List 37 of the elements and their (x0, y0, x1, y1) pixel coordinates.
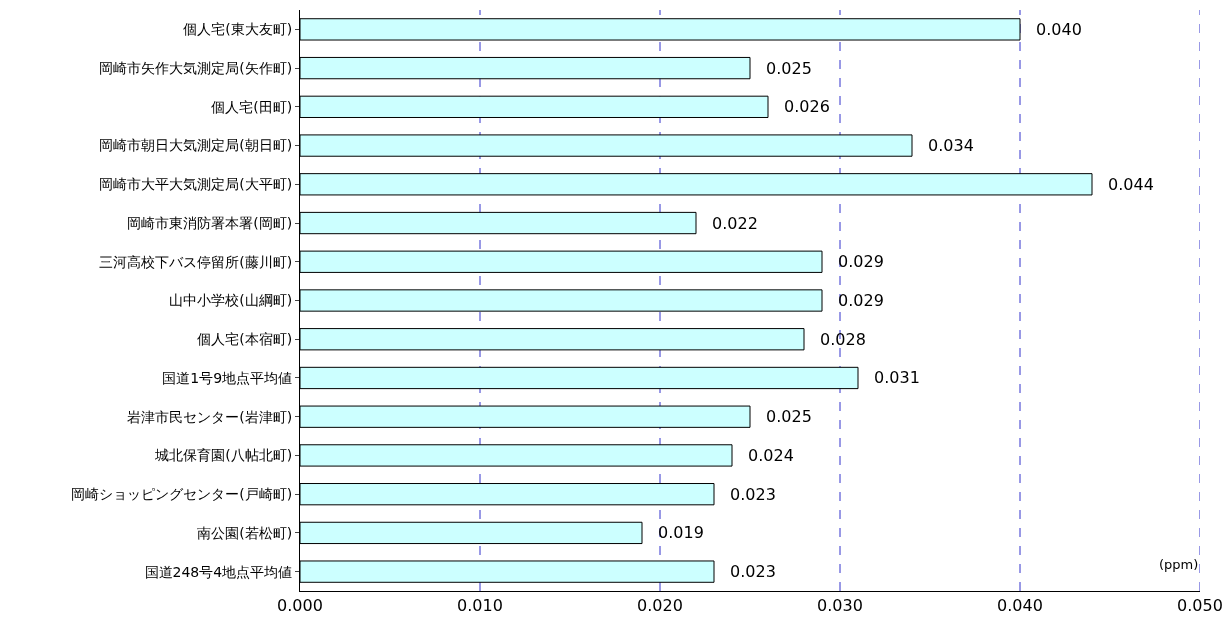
x-tick-label: 0.020 (637, 596, 683, 616)
data-label: 0.040 (1036, 20, 1082, 39)
data-label: 0.023 (730, 485, 776, 504)
data-label: 0.034 (928, 136, 974, 155)
y-tick-label: 国道1号9地点平均値 (162, 369, 293, 386)
y-tick-label: 岩津市民センター(岩津町) (127, 408, 293, 425)
annotation: (ppm) (1159, 557, 1199, 572)
x-tick-label: 0.040 (997, 596, 1043, 616)
y-tick-label: 城北保育園(八帖北町) (154, 447, 293, 464)
data-label: 0.024 (748, 446, 794, 465)
y-tick-label: 山中小学校(山綱町) (169, 292, 293, 309)
x-tick-label: 0.030 (817, 596, 863, 616)
data-label: 0.025 (766, 59, 812, 78)
data-label: 0.023 (730, 562, 776, 581)
y-tick-label: 岡崎ショッピングセンター(戸崎町) (71, 486, 293, 503)
data-label: 0.028 (820, 330, 866, 349)
x-tick-label: 0.010 (457, 596, 503, 616)
data-label: 0.019 (658, 523, 704, 542)
y-tick-label: 個人宅(東大友町) (183, 21, 293, 38)
data-label: 0.044 (1108, 175, 1154, 194)
data-label: 0.026 (784, 97, 830, 116)
y-tick-label: 岡崎市東消防署本署(岡町) (127, 214, 293, 231)
data-label: 0.025 (766, 407, 812, 426)
y-tick-label: 南公園(若松町) (197, 524, 293, 541)
data-label: 0.031 (874, 368, 920, 387)
x-tick-label: 0.000 (277, 596, 323, 616)
data-label: 0.029 (838, 291, 884, 310)
x-tick-label: 0.050 (1177, 596, 1223, 616)
y-tick-label: 岡崎市矢作大気測定局(矢作町) (99, 60, 293, 76)
y-tick-label: 三河高校下バス停留所(藤川町) (99, 253, 293, 270)
y-tick-label: 国道248号4地点平均値 (144, 563, 293, 580)
y-tick-label: 岡崎市大平大気測定局(大平町) (99, 176, 293, 193)
y-tick-label: 岡崎市朝日大気測定局(朝日町) (99, 137, 293, 154)
y-tick-label: 個人宅(本宿町) (197, 331, 293, 348)
y-tick-label: 個人宅(田町) (211, 98, 293, 115)
data-label: 0.029 (838, 252, 884, 271)
data-label: 0.022 (712, 214, 758, 233)
